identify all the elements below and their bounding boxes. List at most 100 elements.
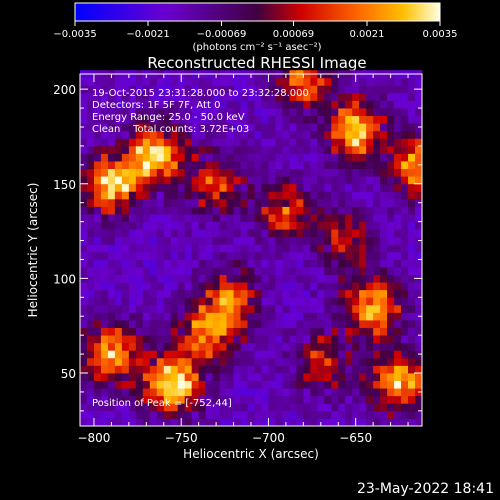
heatmap-cell — [170, 183, 179, 192]
heatmap-cell — [128, 342, 137, 351]
heatmap-cell — [212, 350, 220, 359]
heatmap-cell — [135, 77, 144, 86]
heatmap-cell — [100, 395, 109, 404]
heatmap-cell — [254, 77, 262, 86]
heatmap-cell — [366, 335, 374, 344]
heatmap-cell — [219, 410, 227, 419]
heatmap-cell — [93, 342, 102, 351]
heatmap-cell — [331, 229, 339, 238]
heatmap-cell — [212, 153, 220, 162]
heatmap-cell — [387, 327, 395, 336]
heatmap-cell — [387, 183, 395, 192]
heatmap-cell — [408, 214, 416, 223]
heatmap-cell — [170, 92, 179, 101]
heatmap-cell — [254, 312, 262, 321]
heatmap-cell — [198, 206, 207, 215]
colorbar-tick-label: −0.00069 — [197, 29, 247, 40]
heatmap-cell — [282, 380, 290, 389]
heatmap-cell — [240, 130, 248, 139]
heatmap-cell — [268, 251, 276, 260]
heatmap-cell — [401, 395, 409, 404]
heatmap-cell — [149, 115, 158, 124]
heatmap-cell — [415, 214, 423, 223]
heatmap-cell — [184, 191, 193, 200]
heatmap-cell — [114, 221, 123, 230]
heatmap-cell — [324, 274, 332, 283]
heatmap-cell — [289, 85, 297, 94]
heatmap-cell — [135, 183, 144, 192]
heatmap-cell — [387, 335, 395, 344]
heatmap-cell — [170, 395, 179, 404]
heatmap-cell — [135, 418, 144, 427]
heatmap-cell — [128, 214, 137, 223]
heatmap-cell — [142, 289, 151, 298]
heatmap-cell — [184, 115, 193, 124]
heatmap-cell — [247, 244, 255, 253]
heatmap-cell — [191, 221, 200, 230]
heatmap-cell — [93, 410, 102, 419]
heatmap-cell — [380, 327, 388, 336]
heatmap-cell — [352, 206, 360, 215]
heatmap-cell — [114, 403, 123, 412]
heatmap-cell — [303, 320, 311, 328]
heatmap-cell — [107, 251, 116, 260]
heatmap-cell — [177, 198, 186, 207]
heatmap-cell — [100, 214, 109, 223]
heatmap-cell — [226, 267, 234, 275]
heatmap-cell — [373, 198, 381, 207]
heatmap-cell — [254, 176, 262, 185]
heatmap-cell — [408, 342, 416, 351]
heatmap-cell — [156, 100, 165, 109]
heatmap-cell — [184, 214, 193, 223]
heatmap-cell — [317, 130, 325, 139]
heatmap-cell — [345, 327, 353, 336]
heatmap-cell — [247, 168, 255, 177]
heatmap-cell — [198, 115, 207, 124]
heatmap-cell — [198, 418, 207, 427]
heatmap-cell — [338, 77, 346, 86]
heatmap-cell — [261, 282, 269, 291]
heatmap-cell — [100, 92, 109, 101]
heatmap-cell — [310, 108, 318, 117]
heatmap-cell — [80, 335, 88, 344]
heatmap-cell — [177, 410, 186, 419]
heatmap-cell — [80, 365, 88, 374]
heatmap-cell — [247, 92, 255, 101]
heatmap-cell — [156, 380, 165, 389]
heatmap-cell — [149, 342, 158, 351]
heatmap-cell — [170, 206, 179, 215]
heatmap-cell — [177, 289, 186, 298]
heatmap-cell — [303, 327, 311, 336]
heatmap-cell — [324, 236, 332, 245]
heatmap-cell — [310, 191, 318, 200]
heatmap-cell — [373, 403, 381, 412]
heatmap-cell — [184, 153, 193, 162]
heatmap-cell — [317, 145, 325, 154]
heatmap-cell — [212, 357, 220, 366]
heatmap-cell — [128, 282, 137, 291]
heatmap-cell — [149, 380, 158, 389]
heatmap-cell — [135, 388, 144, 397]
heatmap-cell — [366, 92, 374, 101]
heatmap-cell — [268, 85, 276, 94]
heatmap-cell — [401, 274, 409, 283]
heatmap-cell — [163, 388, 172, 397]
heatmap-cell — [128, 267, 137, 275]
heatmap-cell — [324, 191, 332, 200]
heatmap-cell — [310, 251, 318, 260]
heatmap-cell — [331, 320, 339, 328]
heatmap-cell — [296, 168, 304, 177]
heatmap-cell — [296, 259, 304, 268]
heatmap-cell — [310, 92, 318, 101]
heatmap-cell — [268, 320, 276, 328]
heatmap-cell — [254, 92, 262, 101]
heatmap-cell — [275, 327, 283, 336]
heatmap-cell — [247, 312, 255, 321]
heatmap-cell — [191, 335, 200, 344]
heatmap-cell — [128, 418, 137, 427]
heatmap-cell — [296, 138, 304, 147]
heatmap-cell — [86, 138, 95, 147]
heatmap-cell — [310, 259, 318, 268]
heatmap-cell — [359, 410, 367, 419]
heatmap-cell — [401, 259, 409, 268]
